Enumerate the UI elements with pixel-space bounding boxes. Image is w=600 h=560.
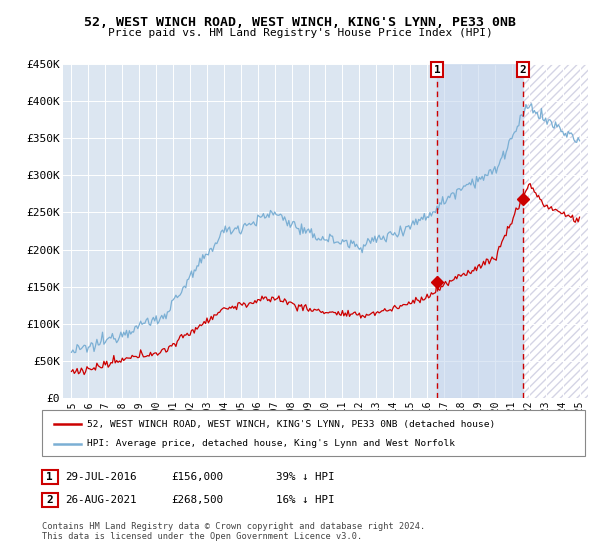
Text: £156,000: £156,000 [171,472,223,482]
Text: £268,500: £268,500 [171,495,223,505]
Text: 39% ↓ HPI: 39% ↓ HPI [276,472,335,482]
Bar [523,64,600,398]
Text: 29-JUL-2016: 29-JUL-2016 [65,472,136,482]
Text: 2: 2 [46,495,53,505]
Bar [437,64,523,398]
Text: 26-AUG-2021: 26-AUG-2021 [65,495,136,505]
Text: 1: 1 [46,472,53,482]
Text: HPI: Average price, detached house, King's Lynn and West Norfolk: HPI: Average price, detached house, King… [87,439,455,448]
Text: Price paid vs. HM Land Registry's House Price Index (HPI): Price paid vs. HM Land Registry's House … [107,28,493,38]
Text: 1: 1 [434,64,440,74]
Text: 52, WEST WINCH ROAD, WEST WINCH, KING'S LYNN, PE33 0NB: 52, WEST WINCH ROAD, WEST WINCH, KING'S … [84,16,516,29]
Text: 52, WEST WINCH ROAD, WEST WINCH, KING'S LYNN, PE33 0NB (detached house): 52, WEST WINCH ROAD, WEST WINCH, KING'S … [87,420,495,429]
Text: Contains HM Land Registry data © Crown copyright and database right 2024.
This d: Contains HM Land Registry data © Crown c… [42,522,425,542]
Bar [523,64,600,398]
Text: 2: 2 [520,64,526,74]
Text: 16% ↓ HPI: 16% ↓ HPI [276,495,335,505]
